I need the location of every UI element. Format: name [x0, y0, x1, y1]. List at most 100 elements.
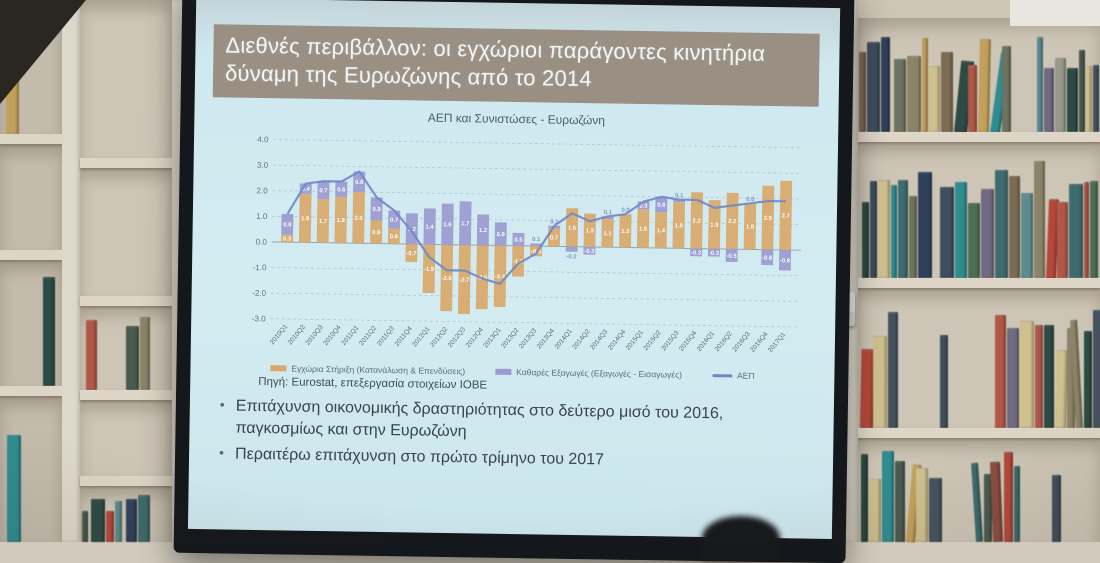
legend-label-net-exports: Καθαρές Εξαγωγές (Εξαγωγές - Εισαγωγές)	[516, 367, 683, 381]
legend-label-domestic: Εγχώρια Στήριξη (Κατανάλωση & Επενδύσεις…	[291, 363, 466, 377]
shelf-frame-pillar	[62, 0, 80, 542]
svg-text:0.0: 0.0	[622, 208, 631, 214]
svg-text:2.5: 2.5	[764, 216, 773, 222]
audience-head	[702, 516, 780, 560]
svg-text:-3.0: -3.0	[252, 315, 267, 324]
legend-item-gdp: ΑΕΠ	[712, 370, 755, 382]
books	[0, 144, 62, 250]
bullet-item: Επιτάχυνση οικονομικής δραστηριότητας στ…	[215, 396, 812, 448]
books	[0, 396, 62, 542]
svg-text:-0.2: -0.2	[566, 255, 577, 261]
svg-text:1.8: 1.8	[746, 225, 755, 231]
svg-text:0.6: 0.6	[390, 235, 399, 241]
svg-text:0.6: 0.6	[337, 188, 346, 194]
svg-text:0.8: 0.8	[283, 223, 292, 229]
slide-title: Διεθνές περιβάλλον: οι εγχώριοι παράγοντ…	[224, 32, 766, 92]
svg-text:1.1: 1.1	[603, 232, 612, 238]
bullet-item: Περαιτέρω επιτάχυνση στο πρώτο τρίμηνο τ…	[215, 443, 811, 473]
left-bookshelf	[0, 0, 192, 542]
svg-text:0.7: 0.7	[550, 236, 558, 242]
svg-text:0.1: 0.1	[675, 194, 684, 200]
right-bookshelf	[856, 0, 1100, 543]
chart: ΑΕΠ και Συνιστώσες - Ευρωζώνη 4.0 3.0 2.0 1…	[202, 107, 826, 397]
svg-text:-1.9: -1.9	[424, 267, 435, 273]
svg-text:2011Q3: 2011Q3	[376, 325, 396, 348]
svg-text:2011Q1: 2011Q1	[340, 325, 360, 348]
svg-text:0.3: 0.3	[639, 204, 648, 210]
svg-text:1.2: 1.2	[408, 227, 417, 233]
svg-text:0.7: 0.7	[319, 189, 327, 195]
svg-text:1.3: 1.3	[586, 229, 595, 235]
svg-text:1.9: 1.9	[710, 223, 719, 229]
svg-text:1.9: 1.9	[301, 217, 310, 223]
svg-text:0.0: 0.0	[746, 197, 755, 203]
bookshelf-column	[856, 0, 1100, 543]
svg-text:1.2: 1.2	[479, 228, 488, 234]
svg-text:-2.0: -2.0	[252, 289, 267, 298]
svg-text:1.5: 1.5	[568, 226, 577, 232]
svg-text:-2.6: -2.6	[442, 276, 453, 282]
books	[80, 168, 172, 296]
svg-text:1.0: 1.0	[256, 212, 268, 221]
books	[80, 0, 172, 158]
svg-text:0.9: 0.9	[372, 230, 381, 236]
svg-text:0.1: 0.1	[532, 237, 541, 243]
books	[80, 486, 172, 542]
svg-text:0.5: 0.5	[514, 238, 523, 244]
svg-text:0.7: 0.7	[390, 218, 398, 224]
svg-text:4.0: 4.0	[257, 135, 269, 144]
svg-text:2.2: 2.2	[693, 219, 702, 225]
svg-text:-0.3: -0.3	[691, 251, 702, 257]
svg-text:3.0: 3.0	[257, 161, 269, 170]
books	[856, 142, 1100, 279]
svg-text:1.7: 1.7	[461, 222, 469, 228]
books	[80, 306, 172, 390]
svg-text:1.3: 1.3	[621, 229, 630, 235]
legend-label-gdp: ΑΕΠ	[736, 370, 755, 382]
svg-text:-0.3: -0.3	[584, 249, 595, 255]
svg-text:2.0: 2.0	[354, 216, 363, 222]
books	[856, 438, 1100, 543]
svg-text:-0.7: -0.7	[406, 251, 416, 257]
svg-text:2017Q1: 2017Q1	[767, 331, 787, 354]
svg-text:2.7: 2.7	[782, 214, 790, 220]
svg-text:1.5: 1.5	[639, 227, 648, 233]
svg-text:1.4: 1.4	[657, 229, 666, 235]
books	[856, 18, 1100, 134]
ceiling	[1010, 0, 1100, 26]
legend-item-domestic: Εγχώρια Στήριξη (Κατανάλωση & Επενδύσεις…	[270, 364, 465, 377]
svg-text:0.9: 0.9	[497, 232, 506, 238]
svg-text:1.6: 1.6	[443, 223, 452, 229]
svg-text:0.9: 0.9	[372, 207, 381, 213]
svg-text:-0.5: -0.5	[727, 254, 738, 260]
books	[856, 288, 1100, 429]
chart-svg: 4.03.02.01.00.0-1.0-2.0-3.00.30.82010Q11…	[252, 135, 803, 354]
svg-text:-2.4: -2.4	[495, 275, 506, 281]
svg-text:0.1: 0.1	[604, 210, 613, 216]
svg-text:2.2: 2.2	[728, 219, 737, 225]
legend-swatch-domestic	[270, 365, 287, 372]
svg-text:1.4: 1.4	[426, 225, 435, 231]
svg-text:-0.6: -0.6	[762, 256, 773, 262]
slide-title-bar: Διεθνές περιβάλλον: οι εγχώριοι παράγοντ…	[212, 24, 820, 108]
legend-swatch-net-exports	[495, 369, 512, 376]
slide: Διεθνές περιβάλλον: οι εγχώριοι παράγοντ…	[187, 0, 841, 540]
projection-screen: Διεθνές περιβάλλον: οι εγχώριοι παράγοντ…	[173, 0, 855, 563]
svg-text:2.0: 2.0	[256, 187, 268, 196]
svg-text:1.7: 1.7	[319, 219, 327, 225]
svg-text:-0.8: -0.8	[780, 259, 791, 265]
svg-text:0.4: 0.4	[302, 187, 311, 193]
svg-text:-0.3: -0.3	[709, 251, 720, 257]
svg-text:1.8: 1.8	[675, 224, 684, 230]
legend-item-net-exports: Καθαρές Εξαγωγές (Εξαγωγές - Εισαγωγές)	[495, 367, 682, 380]
bullet-list: Επιτάχυνση οικονομικής δραστηριότητας στ…	[215, 396, 812, 474]
books	[80, 400, 172, 476]
svg-text:2011Q2: 2011Q2	[358, 325, 378, 348]
svg-text:-1.0: -1.0	[253, 263, 268, 272]
svg-text:1.8: 1.8	[337, 218, 346, 224]
legend-line-swatch	[712, 374, 733, 378]
svg-text:-2.7: -2.7	[459, 278, 469, 284]
books	[0, 260, 62, 386]
svg-text:0.0: 0.0	[256, 238, 268, 247]
svg-text:2010Q4: 2010Q4	[322, 324, 342, 347]
